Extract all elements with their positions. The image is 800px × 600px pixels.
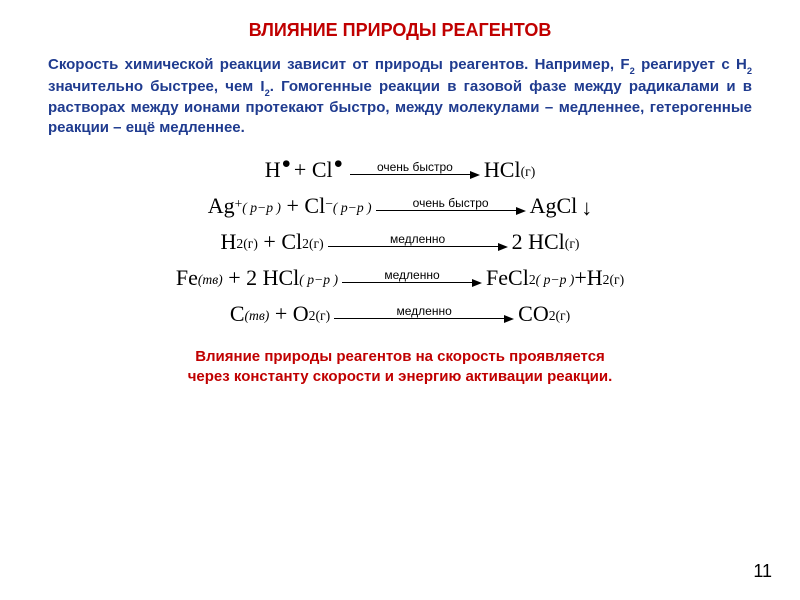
eq1-plus: +: [294, 157, 306, 183]
eq5-c: C: [230, 301, 245, 327]
eq2-rhs: AgCl: [530, 193, 578, 219]
eq4-fecl-sub1: 2: [529, 272, 536, 288]
para-sub-1: 2: [630, 66, 635, 76]
equation-3: H2(г) + Cl2(г) медленно 2 HCl(г): [221, 229, 580, 255]
eq3-cl: Cl: [281, 229, 302, 255]
eq2-cl-sub: ( p−p ): [333, 200, 372, 216]
eq2-cl-sup: −: [325, 196, 333, 212]
eq4-fecl-sub2: ( p−p ): [536, 272, 575, 288]
reaction-arrow: медленно: [328, 233, 508, 251]
equation-4: Fe(тв) + 2 HCl( p−p ) медленно FeCl2( p−…: [176, 265, 624, 291]
para-sub-3: 2: [265, 88, 270, 98]
equations-block: H ● + Cl ● очень быстро HCl(г) Ag+( p−p …: [48, 157, 752, 327]
slide: ВЛИЯНИЕ ПРИРОДЫ РЕАГЕНТОВ Скорость химич…: [0, 0, 800, 600]
arrow-bar: [350, 174, 470, 175]
eq2-ag: Ag: [208, 193, 235, 219]
arrow-bar: [376, 210, 516, 211]
footer-line-1: Влияние природы реагентов на скорость пр…: [195, 348, 605, 365]
radical-dot-icon: ●: [282, 155, 291, 173]
arrow-head-icon: [504, 315, 514, 323]
reaction-arrow: медленно: [342, 269, 482, 287]
eq4-plus: +: [228, 265, 240, 291]
eq5-rhs-sub1: 2: [549, 308, 556, 324]
eq5-plus: +: [275, 301, 287, 327]
reaction-arrow: медленно: [334, 305, 514, 323]
eq5-rhs-sub2: (г): [556, 308, 571, 324]
eq5-c-sub: (тв): [245, 308, 270, 324]
reaction-arrow: очень быстро: [350, 161, 480, 179]
para-text-2: реагирует с H: [635, 56, 747, 73]
eq4-h2-sub1: 2: [603, 272, 610, 288]
eq5-rhs: CO: [518, 301, 549, 327]
eq2-ag-sup: +: [235, 196, 243, 212]
eq3-coef: 2: [512, 229, 523, 255]
eq3-h-sub2: (г): [243, 236, 258, 252]
intro-paragraph: Скорость химической реакции зависит от п…: [48, 55, 752, 139]
equation-1: H ● + Cl ● очень быстро HCl(г): [265, 157, 536, 183]
eq3-cl-sub2: (г): [309, 236, 324, 252]
radical-dot-icon: ●: [334, 155, 343, 173]
eq4-coef-b: 2: [246, 265, 257, 291]
eq2-cl: Cl: [304, 193, 325, 219]
footer-line-2: через константу скорости и энергию актив…: [188, 368, 613, 385]
para-text-3: значительно быстрее, чем I: [48, 78, 265, 95]
eq2-ag-sub: ( p−p ): [242, 200, 281, 216]
eq1-rhs: HCl: [484, 157, 521, 183]
eq3-h-sub1: 2: [236, 236, 243, 252]
eq2-plus: +: [286, 193, 298, 219]
eq4-fe-sub: (тв): [198, 272, 223, 288]
eq3-plus: +: [263, 229, 275, 255]
eq4-fe: Fe: [176, 265, 198, 291]
arrow-bar: [334, 318, 504, 319]
para-text-1: Скорость химической реакции зависит от п…: [48, 56, 630, 73]
reaction-arrow: очень быстро: [376, 197, 526, 215]
eq5-o: O: [293, 301, 309, 327]
slide-title: ВЛИЯНИЕ ПРИРОДЫ РЕАГЕНТОВ: [48, 20, 752, 41]
arrow-bar: [342, 282, 472, 283]
arrow-head-icon: [472, 279, 482, 287]
eq4-fecl: FeCl: [486, 265, 529, 291]
eq3-rhs: HCl: [528, 229, 565, 255]
arrow-bar: [328, 246, 498, 247]
eq4-h2: H: [587, 265, 603, 291]
footer-text: Влияние природы реагентов на скорость пр…: [48, 347, 752, 388]
eq4-hcl-sub: ( p−p ): [299, 272, 338, 288]
page-number: 11: [753, 561, 772, 582]
eq4-h2-sub2: (г): [609, 272, 624, 288]
eq3-h: H: [221, 229, 237, 255]
eq1-cl: Cl: [312, 157, 333, 183]
eq1-rhs-sub: (г): [521, 164, 536, 180]
equation-5: C(тв) + O2(г) медленно CO2(г): [230, 301, 570, 327]
arrow-head-icon: [516, 207, 526, 215]
eq5-o-sub1: 2: [309, 308, 316, 324]
eq4-plus2: +: [574, 265, 586, 291]
equation-2: Ag+( p−p ) + Cl−( p−p ) очень быстро AgC…: [208, 193, 593, 219]
para-sub-2: 2: [747, 66, 752, 76]
eq3-rhs-sub: (г): [565, 236, 580, 252]
eq4-hcl: HCl: [263, 265, 300, 291]
eq5-o-sub2: (г): [315, 308, 330, 324]
arrow-head-icon: [470, 171, 480, 179]
eq1-h: H: [265, 157, 281, 183]
arrow-head-icon: [498, 243, 508, 251]
eq3-cl-sub1: 2: [302, 236, 309, 252]
